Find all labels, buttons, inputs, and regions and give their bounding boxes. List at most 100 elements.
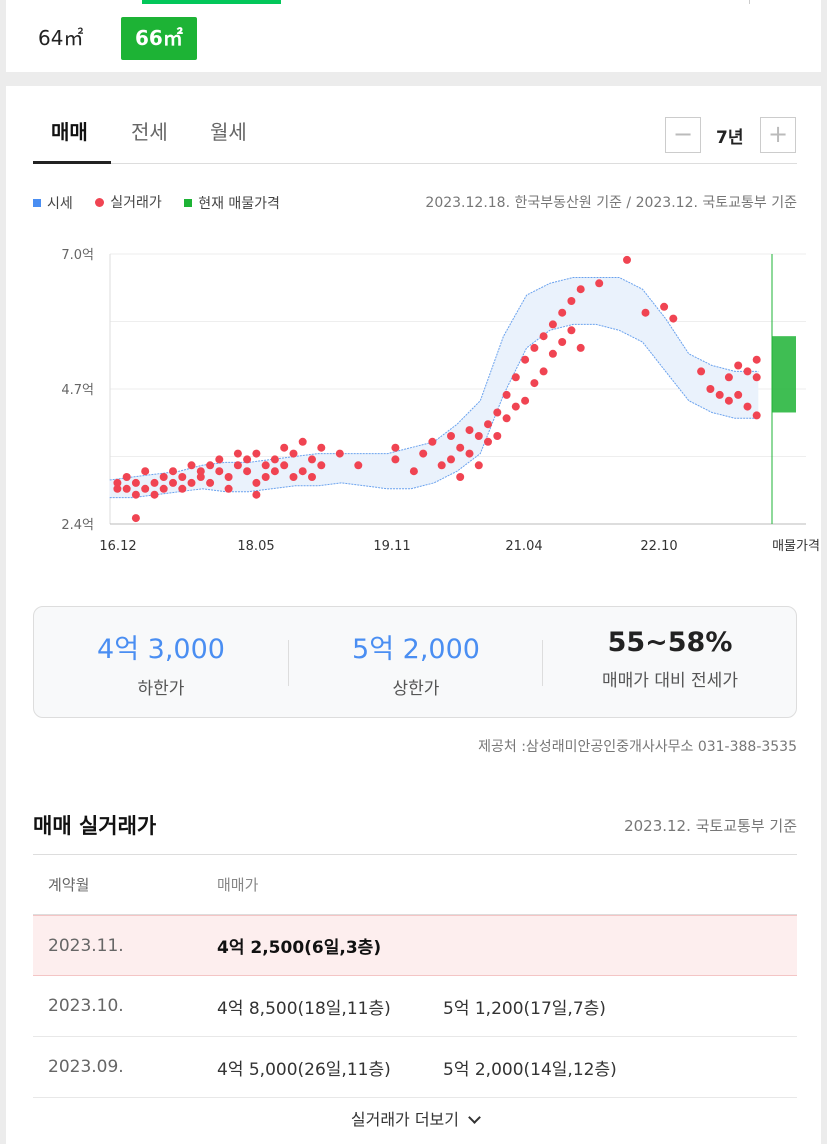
transaction-point [465, 426, 474, 435]
tab-jeonse[interactable]: 전세 [131, 120, 168, 144]
jeonse-ratio-value: 55~58% [607, 627, 733, 658]
transaction-point [169, 467, 177, 476]
header-contract-month: 계약월 [48, 876, 90, 894]
transaction-point [752, 355, 761, 364]
period-value: 7년 [716, 128, 744, 148]
transaction-point [289, 449, 298, 458]
transaction-point [558, 308, 567, 317]
chart-legend: 시세 실거래가 현재 매물가격 [33, 192, 298, 213]
transaction-point [141, 467, 150, 476]
transaction-point [715, 390, 724, 399]
legend-square-icon [33, 198, 41, 207]
transaction-point [743, 367, 752, 376]
market-lower-line [109, 323, 759, 499]
transaction-point [122, 473, 131, 481]
transaction-point [141, 484, 150, 493]
transaction-point [447, 432, 455, 440]
summary-lower: 4억 3,000 하한가 [34, 607, 288, 719]
transaction-point [511, 373, 520, 382]
transaction-point [669, 314, 678, 323]
size-selector-bar: 64㎡ 66㎡ [6, 0, 821, 72]
transaction-point [215, 467, 224, 476]
listing-price-summary: 4억 3,000 하한가 5억 2,000 상한가 55~58% 매매가 대비 … [33, 606, 797, 718]
transaction-point [243, 467, 252, 476]
transaction-point [298, 467, 307, 476]
lower-price-label: 하한가 [137, 679, 185, 699]
lower-price-value: 4억 3,000 [97, 634, 225, 665]
transaction-point [548, 320, 557, 329]
table-row: 2023.11. 4억 2,500(6일,3층) [33, 915, 797, 976]
tab-monthly-rent[interactable]: 월세 [210, 120, 247, 144]
transaction-point [261, 461, 270, 470]
row-price: 4억 5,000(26일,11층) [217, 1059, 391, 1080]
transaction-point [243, 455, 252, 464]
transaction-point [558, 338, 567, 346]
more-transactions-button[interactable]: 실거래가 더보기 [33, 1106, 797, 1130]
transaction-point [113, 484, 122, 493]
transaction-point [308, 455, 316, 464]
size-option-64[interactable]: 64㎡ [38, 26, 84, 50]
transaction-point [131, 514, 140, 523]
x-tick-label: 19.11 [373, 539, 410, 554]
transaction-point [159, 473, 168, 481]
transaction-point [493, 408, 502, 417]
jeonse-ratio-label: 매매가 대비 전세가 [602, 671, 738, 691]
transaction-point [187, 478, 196, 487]
legend-square-icon [184, 198, 193, 207]
transaction-point [308, 473, 316, 481]
transaction-point [530, 379, 539, 388]
transaction-point [178, 473, 187, 481]
transaction-point [391, 455, 400, 464]
period-decrease-button[interactable]: − [665, 117, 701, 153]
transaction-point [595, 279, 604, 288]
transaction-point [428, 437, 437, 446]
transaction-point [660, 302, 669, 311]
section-source-note: 2023.12. 국토교통부 기준 [624, 817, 797, 835]
summary-ratio: 55~58% 매매가 대비 전세가 [543, 607, 797, 719]
transaction-point [252, 478, 261, 487]
upper-price-label: 상한가 [392, 679, 440, 699]
transaction-point [548, 349, 557, 358]
transaction-point [122, 484, 131, 493]
x-tick-label: 18.05 [237, 539, 274, 554]
tab-sale[interactable]: 매매 [51, 120, 88, 144]
transaction-point [521, 355, 530, 364]
transaction-point [159, 484, 168, 493]
transaction-point [493, 432, 502, 440]
transaction-point [270, 455, 279, 464]
transaction-point [484, 420, 492, 429]
summary-upper: 5억 2,000 상한가 [289, 607, 543, 719]
transaction-point [317, 461, 326, 470]
chevron-down-icon [468, 1111, 481, 1124]
transaction-point [419, 449, 428, 458]
legend-listing-price: 현재 매물가격 [184, 193, 280, 213]
transaction-point [539, 332, 548, 341]
transaction-point [391, 443, 400, 452]
x-tick-label: 21.04 [505, 539, 542, 554]
active-tab-underline [33, 161, 111, 164]
transaction-point [224, 473, 233, 481]
row-date: 2023.11. [48, 935, 124, 956]
legend-market-price: 시세 [33, 193, 73, 213]
trade-type-tabs: 매매 전세 월세 [33, 86, 797, 164]
transaction-point [724, 373, 733, 382]
transaction-point [169, 478, 177, 487]
transaction-point [131, 478, 140, 487]
transaction-point [743, 402, 752, 411]
transaction-point [113, 478, 122, 487]
transaction-point [206, 478, 215, 487]
period-increase-button[interactable]: + [760, 117, 796, 153]
transaction-point [270, 467, 279, 476]
price-chart[interactable]: 2.4억 4.7억 7.0억 16.12 18.05 19.11 21.04 22.10 매물가… [6, 226, 821, 566]
transaction-point [178, 484, 187, 493]
transaction-point [502, 414, 511, 423]
transaction-point [502, 390, 511, 399]
size-option-66[interactable]: 66㎡ [121, 17, 197, 60]
transaction-point [447, 455, 455, 464]
x-tick-label: 매물가격 [772, 539, 820, 554]
transaction-point [567, 326, 576, 335]
data-provider-note: 제공처 :삼성래미안공인중개사사무소 031-388-3535 [478, 739, 797, 755]
transaction-point [697, 367, 706, 376]
transaction-point [456, 473, 465, 481]
transaction-point [252, 490, 261, 499]
